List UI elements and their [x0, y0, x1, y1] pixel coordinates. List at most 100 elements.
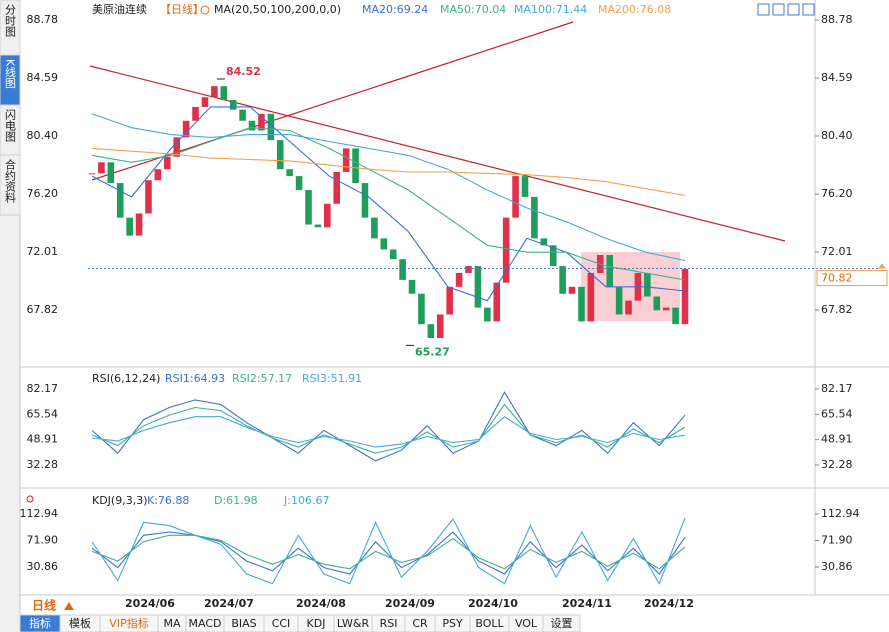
- candle: [493, 282, 501, 322]
- y-tick-label: 72.01: [27, 245, 59, 258]
- tab-label[interactable]: 闪电图: [4, 108, 17, 143]
- candle: [173, 137, 181, 157]
- toolbar-label[interactable]: MA: [163, 617, 180, 630]
- candle: [267, 113, 275, 141]
- toolbar-label[interactable]: 指标: [29, 616, 51, 630]
- y-tick-label: 48.91: [821, 433, 853, 446]
- x-tick-label: 2024/08: [296, 597, 346, 610]
- toolbar-label[interactable]: BOLL: [475, 617, 504, 630]
- candle: [389, 249, 397, 260]
- x-tick-label: 2024/09: [385, 597, 435, 610]
- candle: [239, 109, 246, 121]
- toolbar-label[interactable]: CCI: [272, 617, 291, 630]
- tab-label[interactable]: K线图: [4, 59, 17, 89]
- toolbar-label[interactable]: BIAS: [231, 617, 256, 630]
- y-tick-label: 112.94: [821, 507, 860, 520]
- y-tick-label: 71.90: [821, 533, 853, 546]
- series-line: [91, 113, 686, 262]
- icon[interactable]: [802, 3, 815, 16]
- candle: [512, 176, 519, 218]
- panel-legend: K:76.88: [147, 494, 189, 507]
- candle: [606, 254, 613, 287]
- y-tick-label: 71.90: [27, 533, 59, 546]
- toolbar-label[interactable]: VIP指标: [109, 616, 148, 630]
- candle: [399, 259, 406, 280]
- toolbar-label[interactable]: LW&R: [337, 617, 370, 630]
- toolbar-label[interactable]: RSI: [380, 617, 398, 630]
- icon[interactable]: [757, 3, 770, 16]
- candle: [484, 307, 491, 322]
- candle: [644, 272, 651, 297]
- tab-label[interactable]: 分时图: [4, 4, 17, 38]
- y-tick-label: 80.40: [27, 129, 59, 142]
- series-line: [91, 127, 686, 281]
- toolbar-label[interactable]: KDJ: [307, 617, 326, 630]
- panel-legend: RSI1:64.93: [165, 372, 225, 385]
- panel-title: KDJ(9,3,3): [92, 494, 148, 507]
- candle: [568, 286, 576, 294]
- candle: [220, 86, 228, 101]
- y-tick-label: 84.59: [27, 71, 59, 84]
- candle: [521, 176, 529, 197]
- candle: [211, 86, 218, 98]
- panel-legend: J:106.67: [283, 494, 329, 507]
- x-tick-label: 2024/10: [468, 597, 518, 610]
- candle: [587, 272, 595, 322]
- x-tick-label: 2024/12: [644, 597, 694, 610]
- panel-legend: D:61.98: [214, 494, 258, 507]
- ma-legend: MA20:69.24: [362, 3, 428, 16]
- candle: [380, 238, 388, 250]
- candle: [154, 169, 162, 181]
- toolbar-label[interactable]: MACD: [189, 617, 222, 630]
- toolbar-button[interactable]: [542, 614, 581, 632]
- icon[interactable]: [787, 3, 800, 16]
- candle: [258, 113, 265, 131]
- y-tick-label: 30.86: [27, 560, 59, 573]
- candle: [352, 148, 359, 184]
- series-line: [91, 534, 686, 570]
- candle: [549, 245, 557, 267]
- toolbar-label[interactable]: 设置: [551, 617, 573, 630]
- candle: [681, 268, 689, 325]
- toolbar-label[interactable]: PSY: [442, 617, 463, 630]
- trend-line: [89, 65, 786, 242]
- icon[interactable]: [772, 3, 785, 16]
- settings-icon[interactable]: [26, 495, 34, 503]
- candle: [559, 266, 566, 294]
- candle: [465, 266, 472, 273]
- candle: [662, 307, 670, 311]
- y-tick-label: 65.54: [821, 407, 853, 420]
- candle: [286, 169, 293, 177]
- tab-label[interactable]: 合约资料: [4, 158, 17, 204]
- extreme-label: 84.52: [226, 65, 261, 78]
- period-button[interactable]: 日线: [32, 598, 56, 613]
- candle: [578, 286, 585, 322]
- candle: [361, 183, 369, 218]
- last-price-label: 70.82: [821, 272, 853, 285]
- candle: [342, 148, 350, 172]
- candle: [371, 217, 378, 239]
- candle: [201, 97, 209, 107]
- candle: [88, 173, 96, 175]
- y-tick-label: 32.28: [821, 458, 853, 471]
- y-tick-label: 67.82: [27, 303, 59, 316]
- toolbar-label[interactable]: CR: [412, 617, 428, 630]
- candle: [182, 120, 190, 138]
- candle: [229, 100, 237, 110]
- candle: [314, 224, 322, 228]
- tab[interactable]: [0, 154, 21, 216]
- x-tick-label: 2024/07: [204, 597, 254, 610]
- candle: [98, 162, 105, 174]
- toolbar-label[interactable]: VOL: [515, 617, 538, 630]
- candle: [625, 300, 632, 315]
- candle: [540, 238, 548, 246]
- y-tick-label: 82.17: [27, 382, 59, 395]
- tool-icons[interactable]: [757, 3, 815, 16]
- toolbar-label[interactable]: 模板: [69, 616, 91, 630]
- series-line: [91, 391, 686, 462]
- y-tick-label: 84.59: [821, 71, 853, 84]
- candle: [502, 217, 510, 283]
- add-icon[interactable]: [200, 5, 210, 15]
- candle: [295, 176, 303, 190]
- x-tick-label: 2024/11: [562, 597, 612, 610]
